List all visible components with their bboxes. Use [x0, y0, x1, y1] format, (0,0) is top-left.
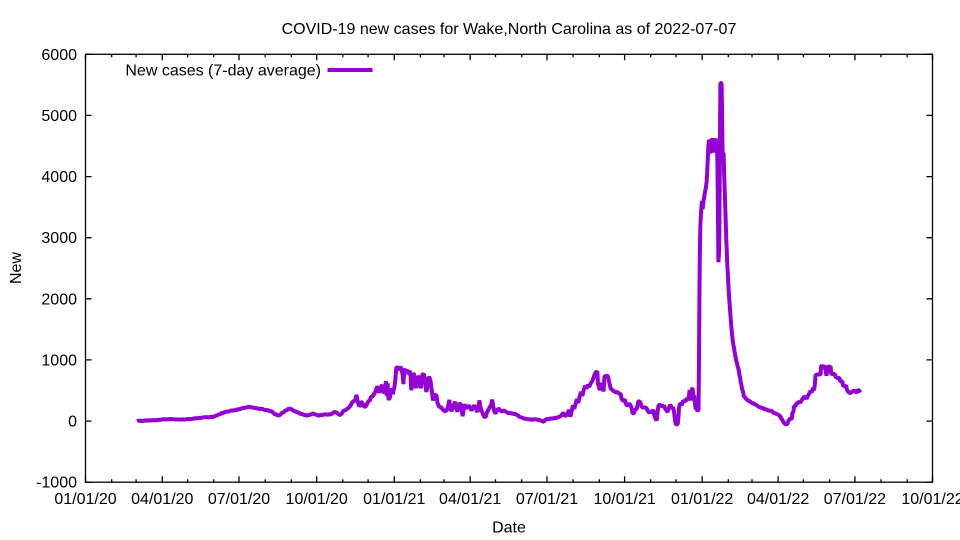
svg-text:10/01/20: 10/01/20	[286, 491, 348, 508]
svg-text:6000: 6000	[41, 47, 77, 64]
svg-text:Date: Date	[492, 520, 526, 537]
svg-text:01/01/20: 01/01/20	[54, 491, 116, 508]
svg-text:10/01/21: 10/01/21	[593, 491, 655, 508]
svg-text:07/01/22: 07/01/22	[824, 491, 886, 508]
svg-text:3000: 3000	[41, 230, 77, 247]
svg-text:10/01/22: 10/01/22	[901, 491, 960, 508]
svg-text:5000: 5000	[41, 108, 77, 125]
svg-text:07/01/20: 07/01/20	[208, 491, 270, 508]
svg-text:COVID-19 new cases for Wake,No: COVID-19 new cases for Wake,North Caroli…	[282, 21, 737, 38]
svg-text:01/01/22: 01/01/22	[671, 491, 733, 508]
svg-text:04/01/21: 04/01/21	[439, 491, 501, 508]
svg-text:07/01/21: 07/01/21	[516, 491, 578, 508]
svg-text:0: 0	[68, 414, 77, 431]
svg-text:04/01/20: 04/01/20	[131, 491, 193, 508]
svg-text:2000: 2000	[41, 291, 77, 308]
svg-text:-1000: -1000	[36, 475, 77, 492]
svg-text:New: New	[8, 252, 25, 284]
svg-text:4000: 4000	[41, 169, 77, 186]
svg-text:1000: 1000	[41, 352, 77, 369]
svg-text:04/01/22: 04/01/22	[747, 491, 809, 508]
svg-text:New cases (7-day average): New cases (7-day average)	[125, 63, 321, 80]
svg-text:01/01/21: 01/01/21	[363, 491, 425, 508]
